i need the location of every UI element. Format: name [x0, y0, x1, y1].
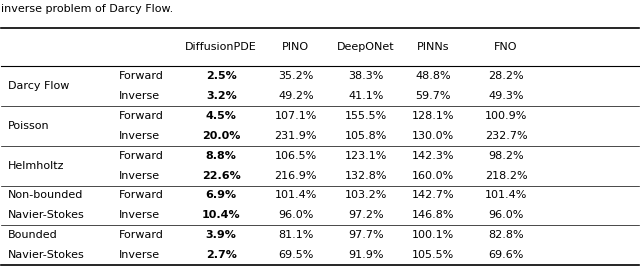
Text: Inverse: Inverse — [119, 211, 161, 220]
Text: Inverse: Inverse — [119, 171, 161, 181]
Text: Inverse: Inverse — [119, 131, 161, 141]
Text: 160.0%: 160.0% — [412, 171, 454, 181]
Text: 91.9%: 91.9% — [348, 250, 383, 260]
Text: 20.0%: 20.0% — [202, 131, 241, 141]
Text: Forward: Forward — [119, 151, 164, 161]
Text: 82.8%: 82.8% — [488, 230, 524, 240]
Text: 100.1%: 100.1% — [412, 230, 454, 240]
Text: 35.2%: 35.2% — [278, 71, 314, 81]
Text: Forward: Forward — [119, 230, 164, 240]
Text: 6.9%: 6.9% — [205, 190, 237, 200]
Text: inverse problem of Darcy Flow.: inverse problem of Darcy Flow. — [1, 4, 173, 14]
Text: 41.1%: 41.1% — [348, 91, 383, 101]
Text: Helmholtz: Helmholtz — [8, 160, 64, 171]
Text: Bounded: Bounded — [8, 230, 58, 240]
Text: FNO: FNO — [494, 42, 518, 52]
Text: Poisson: Poisson — [8, 121, 49, 131]
Text: Forward: Forward — [119, 111, 164, 121]
Text: 3.2%: 3.2% — [206, 91, 237, 101]
Text: Darcy Flow: Darcy Flow — [8, 81, 69, 91]
Text: 128.1%: 128.1% — [412, 111, 454, 121]
Text: 2.7%: 2.7% — [206, 250, 237, 260]
Text: 100.9%: 100.9% — [485, 111, 527, 121]
Text: 106.5%: 106.5% — [275, 151, 317, 161]
Text: 69.5%: 69.5% — [278, 250, 314, 260]
Text: 81.1%: 81.1% — [278, 230, 314, 240]
Text: Inverse: Inverse — [119, 91, 161, 101]
Text: 97.7%: 97.7% — [348, 230, 384, 240]
Text: 97.2%: 97.2% — [348, 211, 384, 220]
Text: 69.6%: 69.6% — [488, 250, 524, 260]
Text: 232.7%: 232.7% — [484, 131, 527, 141]
Text: 4.5%: 4.5% — [206, 111, 237, 121]
Text: 59.7%: 59.7% — [415, 91, 451, 101]
Text: 155.5%: 155.5% — [345, 111, 387, 121]
Text: 130.0%: 130.0% — [412, 131, 454, 141]
Text: 105.8%: 105.8% — [345, 131, 387, 141]
Text: 107.1%: 107.1% — [275, 111, 317, 121]
Text: DiffusionPDE: DiffusionPDE — [186, 42, 257, 52]
Text: 28.2%: 28.2% — [488, 71, 524, 81]
Text: 38.3%: 38.3% — [348, 71, 383, 81]
Text: 49.2%: 49.2% — [278, 91, 314, 101]
Text: 3.9%: 3.9% — [206, 230, 237, 240]
Text: DeepONet: DeepONet — [337, 42, 395, 52]
Text: 146.8%: 146.8% — [412, 211, 454, 220]
Text: 48.8%: 48.8% — [415, 71, 451, 81]
Text: PINO: PINO — [282, 42, 309, 52]
Text: 96.0%: 96.0% — [488, 211, 524, 220]
Text: 216.9%: 216.9% — [275, 171, 317, 181]
Text: 132.8%: 132.8% — [344, 171, 387, 181]
Text: 142.7%: 142.7% — [412, 190, 455, 200]
Text: 101.4%: 101.4% — [275, 190, 317, 200]
Text: 96.0%: 96.0% — [278, 211, 314, 220]
Text: 49.3%: 49.3% — [488, 91, 524, 101]
Text: Inverse: Inverse — [119, 250, 161, 260]
Text: 231.9%: 231.9% — [275, 131, 317, 141]
Text: 103.2%: 103.2% — [345, 190, 387, 200]
Text: 2.5%: 2.5% — [206, 71, 237, 81]
Text: 218.2%: 218.2% — [484, 171, 527, 181]
Text: Non-bounded: Non-bounded — [8, 190, 83, 200]
Text: 8.8%: 8.8% — [206, 151, 237, 161]
Text: 101.4%: 101.4% — [485, 190, 527, 200]
Text: PINNs: PINNs — [417, 42, 450, 52]
Text: Forward: Forward — [119, 190, 164, 200]
Text: 10.4%: 10.4% — [202, 211, 241, 220]
Text: 123.1%: 123.1% — [345, 151, 387, 161]
Text: 142.3%: 142.3% — [412, 151, 454, 161]
Text: Navier-Stokes: Navier-Stokes — [8, 250, 84, 260]
Text: Forward: Forward — [119, 71, 164, 81]
Text: 98.2%: 98.2% — [488, 151, 524, 161]
Text: 105.5%: 105.5% — [412, 250, 454, 260]
Text: Navier-Stokes: Navier-Stokes — [8, 211, 84, 220]
Text: 22.6%: 22.6% — [202, 171, 241, 181]
